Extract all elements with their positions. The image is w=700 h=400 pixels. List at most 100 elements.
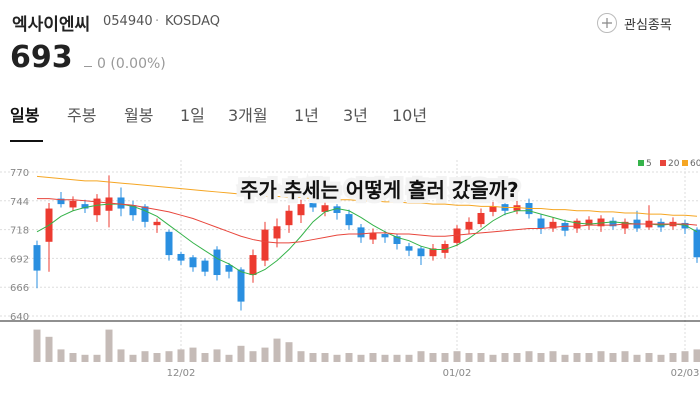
volume-bar [261,347,269,362]
volume-bar [165,351,173,362]
volume-bar [561,354,569,362]
candle-body [321,205,329,212]
candle-body [237,269,245,302]
candle-body [597,218,605,227]
candle-body [621,221,629,229]
candle-body [561,222,569,231]
candle-body [429,248,437,257]
y-tick-label: 640 [10,312,29,323]
volume-bar [33,329,41,362]
volume-bar [657,354,665,362]
candle-body [81,204,89,209]
volume-bar [525,351,533,362]
y-tick-label: 770 [10,168,29,179]
volume-bar [453,351,461,362]
volume-bar [225,354,233,362]
volume-bar [633,354,641,362]
market: KOSDAQ [165,14,220,29]
candle-body [141,206,149,222]
candle-body [573,220,581,229]
change: 0 (0.00%) [97,56,166,72]
volume-bar [585,353,593,362]
volume-bar [45,336,53,362]
candle-body [609,220,617,227]
candle-body [153,221,161,226]
candle-body [225,265,233,272]
candle-body [93,198,101,216]
volume-bar [645,353,653,362]
volume-bar [405,354,413,362]
period-tab[interactable]: 10년 [392,106,428,125]
price: 693 [10,40,73,75]
candle-body [297,204,305,216]
volume-bar [141,351,149,362]
volume-bar [417,351,425,362]
candle-body [57,198,65,205]
candle-body [477,212,485,225]
candle-body [213,249,221,276]
candle-body [465,221,473,230]
candle-body [441,244,449,253]
volume-bar [669,353,677,362]
period-tab[interactable]: 월봉 [124,106,154,125]
candle-body [33,245,41,271]
period-tab[interactable]: 3년 [343,106,368,125]
period-tab[interactable]: 일봉 [10,106,40,125]
volume-bar [321,353,329,362]
watch-button[interactable]: 관심종목 [624,18,672,33]
period-tab[interactable]: 3개월 [228,106,268,125]
candle-body [249,255,257,276]
volume-bar [477,353,485,362]
candle-body [585,219,593,226]
watch-icon[interactable] [597,13,617,33]
volume-bar [81,354,89,362]
tab-underline [10,140,43,142]
candle-body [345,214,353,226]
candle-body [369,232,377,240]
volume-bar [345,353,353,362]
volume-bar [285,342,293,362]
moving-average [36,175,698,217]
volume-bar [381,354,389,362]
legend-swatch [660,160,666,166]
volume-bar [201,353,209,362]
y-tick-label: 666 [10,283,29,294]
volume-bar [513,353,521,362]
volume-bar [105,329,113,362]
candle-body [453,228,461,243]
volume-bar [117,349,125,362]
candle-body [117,197,125,209]
period-tab[interactable]: 1일 [180,106,205,125]
candle-body [129,205,137,216]
volume-bar [357,354,365,362]
volume-bar [573,353,581,362]
volume-bar [273,338,281,362]
candle-body [417,248,425,257]
legend-label: 5 [646,159,652,169]
candle-body [489,206,497,212]
volume-bar [333,354,341,362]
legend-swatch [638,160,644,166]
volume-bar [537,353,545,362]
volume-bar [549,351,557,362]
volume-bar [237,345,245,362]
volume-bar [213,349,221,362]
candle-body [549,221,557,229]
y-tick-label: 692 [10,254,29,265]
legend-label: 60 [690,159,700,169]
candle-body [177,253,185,261]
separator: · [155,14,160,29]
volume-bar [153,353,161,362]
y-tick-label: 718 [10,226,29,237]
period-tab[interactable]: 1년 [294,106,319,125]
volume-bar [501,353,509,362]
period-tab[interactable]: 주봉 [67,106,97,125]
chart: 640 666 692 718 744 770 12/02 01/02 02/03 주가 추세는 … [0,159,700,379]
x-tick-label: 02/03 [671,368,700,379]
volume-bar [429,353,437,362]
candle-body [537,218,545,229]
moving-average [36,203,698,276]
candle-body [657,221,665,228]
